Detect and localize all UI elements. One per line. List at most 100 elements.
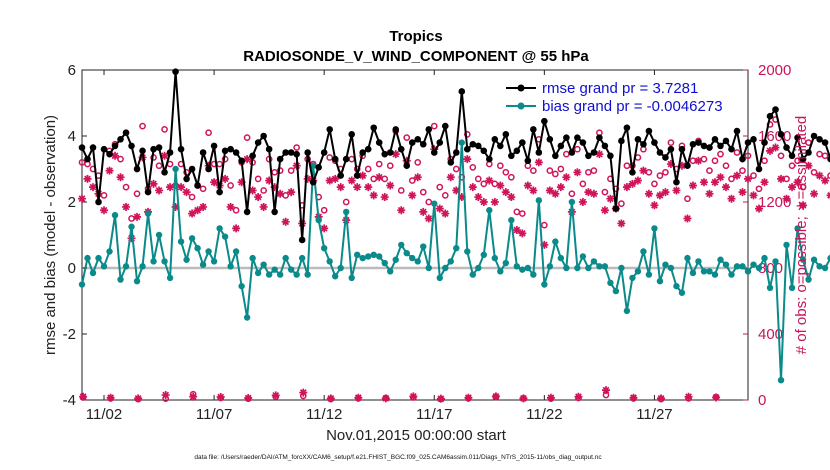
assimilated-obs-marker xyxy=(134,394,143,403)
assimilated-obs-marker xyxy=(628,179,637,188)
possible-obs-marker xyxy=(810,168,818,176)
assimilated-obs-marker xyxy=(666,160,675,169)
assimilated-obs-marker xyxy=(574,392,583,401)
bias-point xyxy=(78,281,86,288)
assimilated-obs-marker xyxy=(100,206,109,215)
rmse-point xyxy=(150,145,157,153)
rmse-point xyxy=(469,140,477,148)
rmse-point xyxy=(651,139,658,146)
bias-point xyxy=(524,264,532,272)
assimilated-obs-marker xyxy=(655,191,664,200)
assimilated-obs-marker xyxy=(127,234,136,243)
assimilated-obs-marker xyxy=(149,179,158,188)
rmse-point xyxy=(463,145,471,153)
x-tick-label: 11/12 xyxy=(306,406,342,423)
assimilated-obs-marker xyxy=(105,166,114,175)
bias-point xyxy=(342,208,350,216)
bias-point xyxy=(139,263,146,270)
x-tick-label: 11/22 xyxy=(526,406,562,423)
possible-obs-marker xyxy=(502,168,510,176)
x-axis-label: Nov.01,2015 00:00:00 start xyxy=(326,427,507,444)
bias-point xyxy=(750,261,757,268)
assimilated-obs-marker xyxy=(479,198,488,206)
possible-obs-marker xyxy=(518,210,526,217)
assimilated-obs-marker xyxy=(657,394,666,403)
assimilated-obs-marker xyxy=(391,150,400,159)
assimilated-obs-marker xyxy=(749,191,758,200)
possible-obs-marker xyxy=(133,190,141,198)
bias-point xyxy=(634,268,642,275)
possible-obs-marker xyxy=(216,160,223,168)
bias-point xyxy=(111,212,119,219)
bias-point xyxy=(557,254,565,262)
rmse-point xyxy=(392,126,400,133)
assimilated-obs-marker xyxy=(556,183,565,192)
possible-obs-marker xyxy=(469,164,477,171)
bias-point xyxy=(403,249,410,257)
assimilated-obs-marker xyxy=(116,173,125,182)
assimilated-obs-marker xyxy=(111,151,120,160)
rmse-point xyxy=(530,126,537,133)
bias-point xyxy=(772,258,779,265)
bias-point xyxy=(365,253,372,260)
bias-point xyxy=(166,274,174,282)
possible-obs-marker xyxy=(711,157,719,165)
possible-obs-marker xyxy=(618,200,625,207)
rmse-point xyxy=(447,159,455,166)
y-tick-label: -2 xyxy=(63,326,76,343)
rmse-point xyxy=(612,205,620,212)
assimilated-obs-marker xyxy=(78,194,86,203)
possible-obs-marker xyxy=(513,208,521,216)
bias-point xyxy=(199,261,207,268)
assimilated-obs-marker xyxy=(573,168,582,177)
assimilated-obs-marker xyxy=(710,178,719,187)
rmse-point xyxy=(232,149,240,156)
rmse-point xyxy=(199,149,207,156)
bias-point xyxy=(337,264,344,272)
rmse-point xyxy=(585,152,592,160)
assimilated-obs-marker xyxy=(534,158,543,167)
rmse-point xyxy=(783,144,790,151)
rmse-point xyxy=(552,152,559,160)
rmse-point xyxy=(700,142,708,150)
assimilated-obs-marker xyxy=(699,178,708,187)
bias-point xyxy=(89,269,97,277)
assimilated-obs-marker xyxy=(639,166,648,175)
rmse-point xyxy=(788,152,796,160)
possible-obs-marker xyxy=(761,157,768,165)
bias-point xyxy=(381,259,388,267)
assimilated-obs-marker xyxy=(760,178,769,187)
y2-axis-label: # of obs: o=possible; ∗=assimilated xyxy=(793,116,810,355)
rmse-point xyxy=(513,147,521,155)
y-tick-label: -4 xyxy=(63,392,76,409)
chart-title: Tropics xyxy=(389,28,442,45)
possible-obs-marker xyxy=(386,162,394,170)
rmse-point xyxy=(430,149,438,156)
possible-obs-marker xyxy=(645,168,653,176)
possible-obs-marker xyxy=(821,152,829,160)
bias-point xyxy=(491,254,499,262)
assimilated-obs-marker xyxy=(358,171,367,180)
bias-point xyxy=(216,225,223,232)
possible-obs-marker xyxy=(199,185,207,193)
assimilated-obs-marker xyxy=(182,188,191,197)
possible-obs-marker xyxy=(700,155,708,163)
rmse-point xyxy=(508,152,515,160)
rmse-point xyxy=(249,152,256,160)
rmse-point xyxy=(452,149,460,156)
assimilated-obs-marker xyxy=(826,191,830,200)
assimilated-obs-marker xyxy=(507,193,516,202)
assimilated-obs-marker xyxy=(413,173,422,182)
rmse-point xyxy=(750,136,757,143)
rmse-point xyxy=(315,164,322,171)
assimilated-obs-marker xyxy=(755,204,764,213)
bias-point xyxy=(348,274,355,282)
assimilated-obs-marker xyxy=(79,392,88,401)
assimilated-obs-marker xyxy=(617,219,626,228)
rmse-point xyxy=(331,155,339,163)
bias-point xyxy=(133,278,141,285)
rmse-point xyxy=(205,165,212,173)
bias-point xyxy=(805,276,812,283)
rmse-point xyxy=(519,139,526,146)
